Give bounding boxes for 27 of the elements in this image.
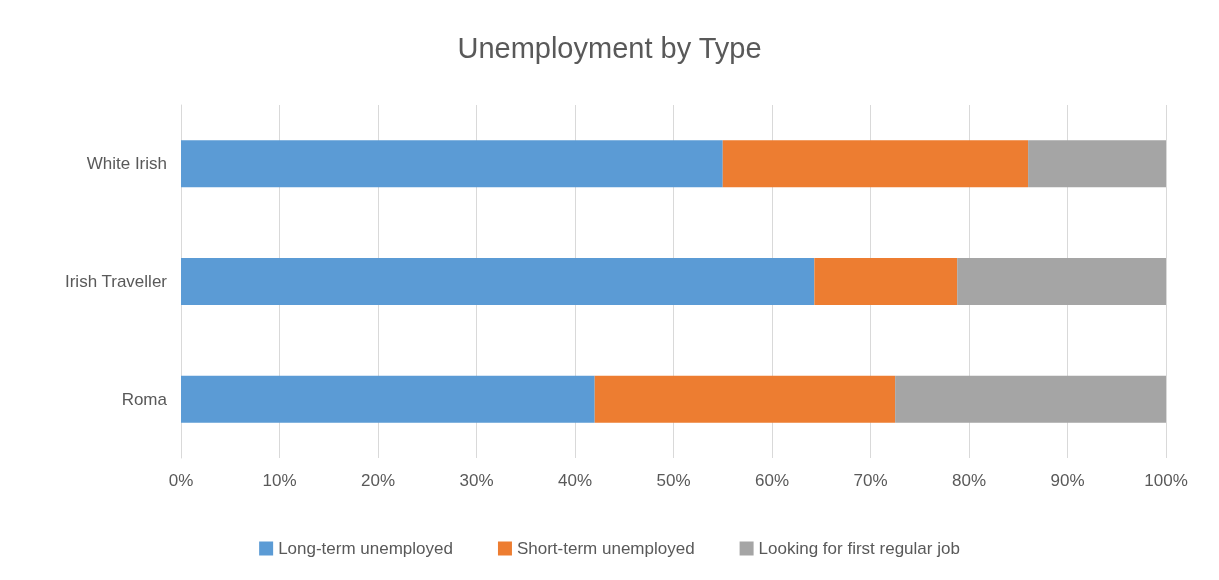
chart-title: Unemployment by Type xyxy=(457,31,762,64)
bar xyxy=(722,140,1029,188)
y-tick-label: Irish Traveller xyxy=(64,272,168,291)
x-tick-label: 90% xyxy=(1050,471,1085,490)
x-tick-label: 20% xyxy=(360,471,396,490)
x-tick-label: 40% xyxy=(557,471,593,490)
x-tick-label: 30% xyxy=(459,471,494,490)
legend-label: Short-term unemployed xyxy=(516,539,695,558)
bar xyxy=(895,375,1166,423)
bar xyxy=(181,140,723,188)
bar xyxy=(1028,140,1166,188)
x-tick-label: 80% xyxy=(951,471,987,490)
bar xyxy=(814,257,958,306)
bar xyxy=(181,375,595,423)
x-tick-label: 70% xyxy=(853,471,888,490)
bar xyxy=(181,257,815,306)
y-tick-label: White Irish xyxy=(86,154,167,174)
x-tick-label: 60% xyxy=(754,471,790,490)
legend-label: Long-term unemployed xyxy=(278,539,453,558)
bar xyxy=(957,257,1166,306)
y-tick-label: Roma xyxy=(121,389,168,409)
x-tick-label: 0% xyxy=(168,471,194,490)
legend-label: Looking for first regular job xyxy=(758,539,960,558)
x-tick-label: 100% xyxy=(1144,471,1188,490)
x-tick-label: 50% xyxy=(656,471,691,490)
bar xyxy=(594,375,896,423)
x-tick-label: 10% xyxy=(262,471,297,490)
